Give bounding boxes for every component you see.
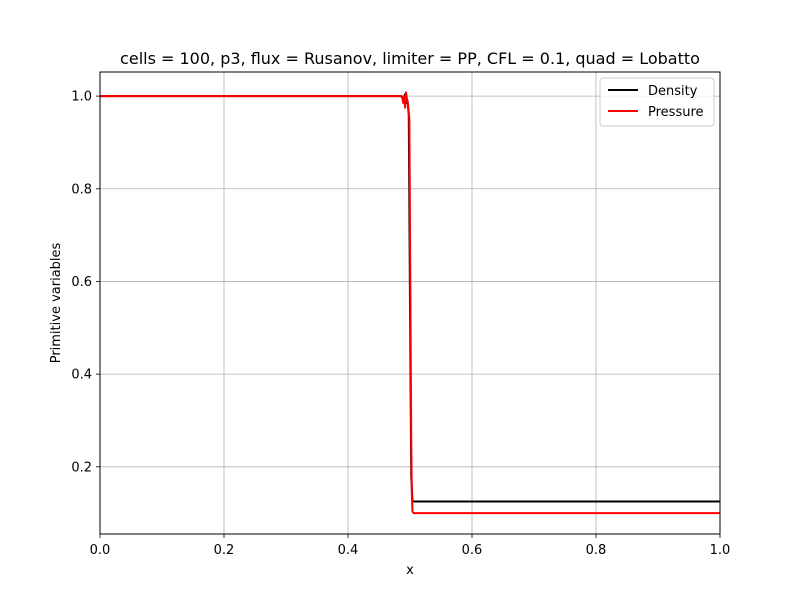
series-line-pressure: [100, 91, 720, 515]
y-tick-label: 0.8: [71, 182, 92, 197]
y-tick-label: 0.6: [71, 275, 92, 290]
y-axis: 0.2 0.4 0.6 0.8 1.0: [71, 90, 100, 475]
x-axis: 0.0 0.2 0.4 0.6 0.8 1.0: [90, 534, 731, 558]
y-tick-label: 0.4: [71, 368, 92, 383]
x-tick-label: 1.0: [710, 543, 731, 558]
y-tick-label: 1.0: [71, 90, 92, 105]
legend-label-density: Density: [648, 84, 698, 99]
x-tick-label: 0.4: [338, 543, 359, 558]
chart-title: cells = 100, p3, flux = Rusanov, limiter…: [120, 49, 700, 68]
x-tick-label: 0.2: [214, 543, 235, 558]
plot-area: [100, 91, 720, 515]
x-tick-label: 0.6: [462, 543, 483, 558]
axes-frame: [99, 71, 721, 535]
x-axis-label: x: [406, 563, 414, 578]
legend-label-pressure: Pressure: [648, 105, 704, 120]
legend: Density Pressure: [599, 77, 715, 127]
x-tick-label: 0.0: [90, 543, 111, 558]
x-tick-label: 0.8: [586, 543, 607, 558]
y-axis-label: Primitive variables: [49, 242, 64, 363]
y-tick-label: 0.2: [71, 460, 92, 475]
